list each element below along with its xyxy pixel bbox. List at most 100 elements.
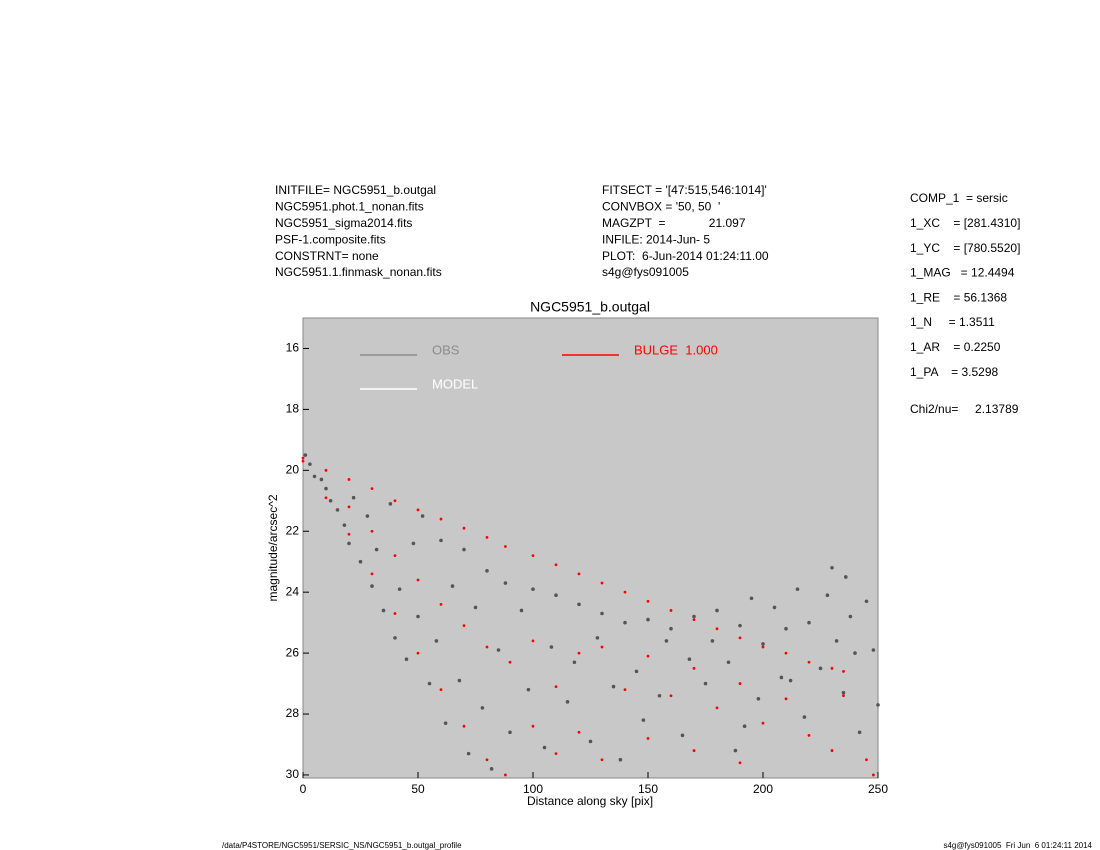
data-point [416, 578, 420, 582]
x-tick-label: 200 [753, 782, 773, 796]
data-point [480, 706, 485, 710]
data-point [853, 651, 857, 655]
data-point [715, 627, 719, 631]
y-tick-label: 28 [286, 706, 300, 720]
data-point [347, 541, 351, 546]
data-point [842, 694, 845, 698]
data-point [457, 678, 462, 683]
data-point [802, 715, 807, 719]
data-point [623, 590, 627, 594]
plot-area [302, 317, 879, 779]
data-point [742, 724, 747, 729]
data-point [365, 514, 370, 518]
data-point [485, 758, 489, 762]
data-point [308, 462, 312, 467]
fit-parameter: 1_MAG = 12.4494 [910, 266, 1015, 280]
data-point [738, 623, 742, 628]
data-point [531, 724, 535, 728]
data-point [324, 486, 328, 491]
data-point [772, 605, 777, 610]
data-point [577, 602, 581, 607]
data-point [761, 721, 765, 725]
data-point [830, 566, 834, 570]
data-point [857, 730, 862, 735]
data-point [572, 660, 577, 665]
data-point [434, 639, 439, 643]
data-point [872, 773, 875, 777]
data-point [680, 733, 685, 738]
data-point [577, 572, 581, 576]
data-point [324, 496, 328, 500]
data-point [508, 660, 512, 664]
data-point [623, 688, 627, 692]
data-point [416, 508, 420, 512]
fit-parameter: 1_AR = 0.2250 [910, 340, 1001, 354]
data-point [646, 599, 650, 603]
chart-title: NGC5951_b.outgal [530, 299, 650, 315]
data-point [351, 495, 356, 500]
data-point [761, 642, 765, 646]
y-tick-label: 24 [286, 584, 300, 598]
data-point [358, 559, 363, 564]
data-point [549, 645, 554, 649]
data-point [577, 651, 581, 655]
data-point [807, 620, 811, 625]
data-point [788, 678, 793, 683]
data-point [393, 612, 397, 615]
data-point [542, 745, 547, 750]
header-left: CONSTRNT= none [275, 249, 379, 263]
data-point [370, 572, 374, 576]
data-point [393, 554, 397, 558]
data-point [439, 688, 443, 692]
data-point [876, 703, 880, 707]
data-point [503, 581, 508, 585]
data-point [842, 669, 845, 673]
data-point [443, 721, 448, 725]
data-point [715, 608, 719, 613]
header-middle: s4g@fys091005 [602, 265, 689, 279]
fit-parameter: 1_XC = [281.4310] [910, 216, 1020, 230]
data-point [347, 532, 351, 536]
data-point [834, 639, 839, 643]
data-point [830, 749, 834, 752]
data-point [347, 478, 351, 481]
data-point [411, 541, 416, 546]
fit-parameter: 1_PA = 3.5298 [910, 365, 999, 379]
data-point [554, 563, 558, 567]
data-point [703, 681, 708, 686]
data-point [692, 618, 696, 621]
data-point [738, 682, 742, 685]
data-point [554, 593, 558, 598]
data-point [508, 730, 512, 735]
data-point [779, 675, 784, 680]
data-point [623, 620, 627, 625]
data-point [439, 517, 443, 521]
data-point [485, 535, 489, 539]
data-point [749, 596, 754, 601]
x-tick-label: 50 [411, 782, 425, 796]
chi-square: Chi2/nu= 2.13789 [910, 402, 1019, 416]
data-point [756, 696, 761, 701]
data-point [600, 581, 604, 585]
data-point [504, 545, 507, 548]
data-point [370, 529, 374, 533]
data-point [669, 626, 673, 631]
data-point [393, 499, 397, 503]
data-point [733, 748, 738, 753]
data-point [393, 636, 397, 640]
data-point [646, 736, 650, 740]
data-point [531, 639, 535, 643]
data-point [611, 684, 616, 689]
y-tick-label: 16 [286, 341, 300, 355]
x-tick-label: 0 [300, 782, 307, 796]
data-point [807, 733, 811, 737]
data-point [335, 508, 340, 512]
header-middle: PLOT: 6-Jun-2014 01:24:11.00 [602, 249, 769, 263]
data-point [328, 498, 333, 503]
data-point [388, 502, 393, 506]
data-point [531, 587, 535, 591]
fit-parameter: 1_N = 1.3511 [910, 315, 995, 329]
y-axis-label: magnitude/arcsec^2 [266, 494, 280, 601]
data-point [554, 752, 558, 756]
